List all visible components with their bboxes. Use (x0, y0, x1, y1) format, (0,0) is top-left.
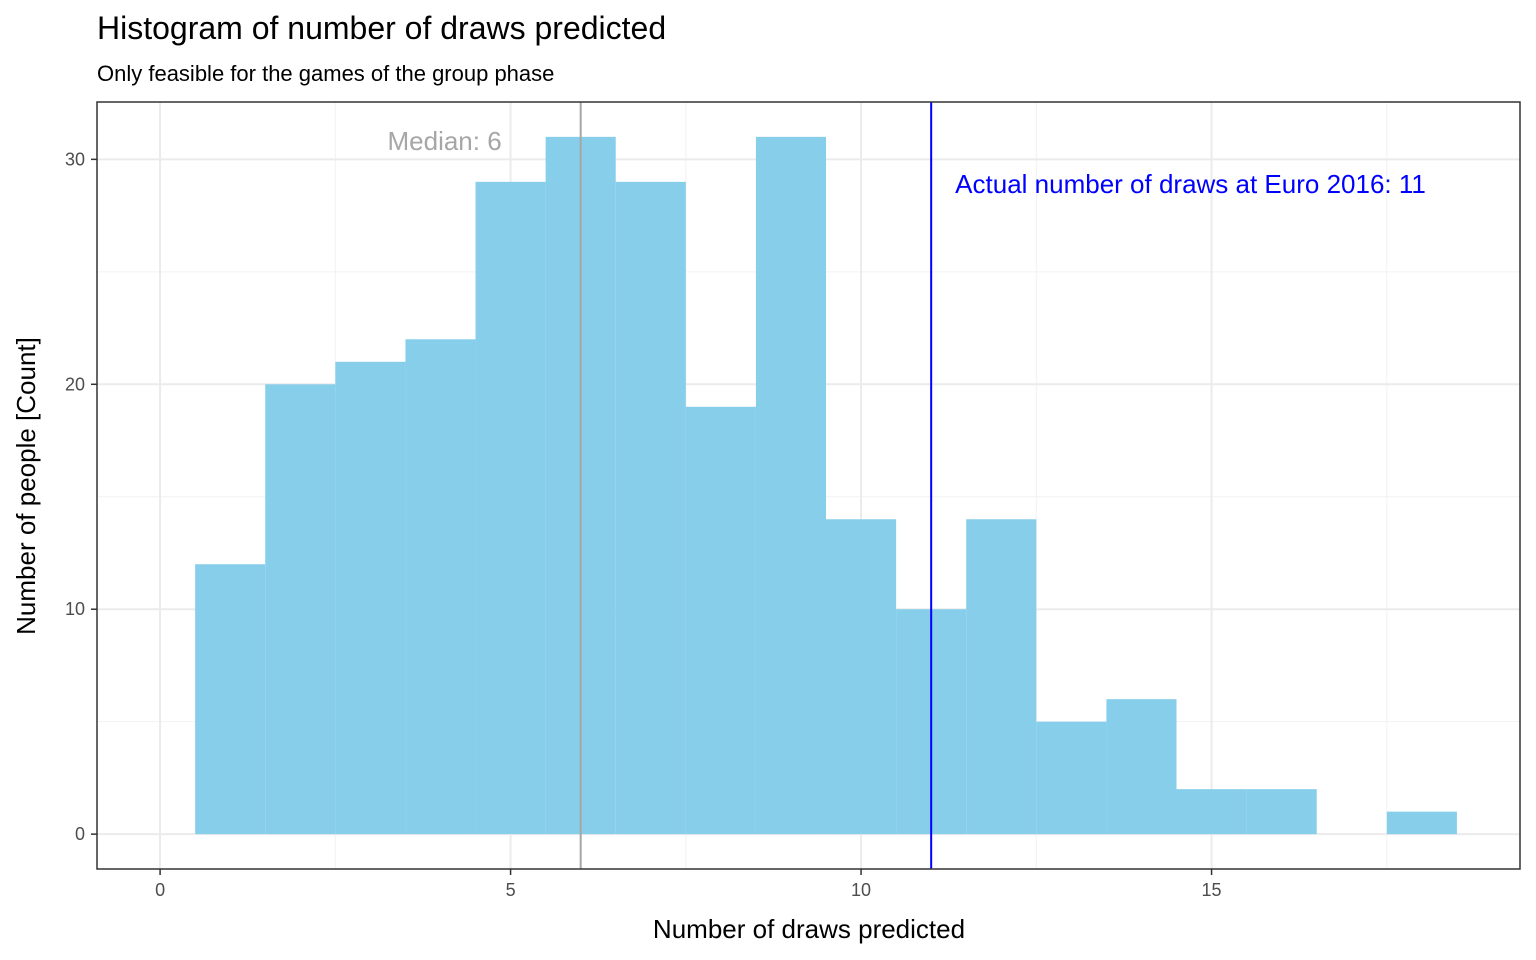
histogram-bar (265, 384, 336, 835)
y-tick-label: 30 (65, 149, 85, 169)
histogram-bar (1106, 699, 1177, 835)
histogram-bar (826, 519, 897, 835)
histogram-bar (475, 181, 546, 835)
histogram-bar (966, 519, 1037, 835)
x-tick-label: 5 (506, 880, 516, 900)
histogram-bar (755, 136, 827, 835)
histogram-bar (1176, 789, 1247, 835)
histogram-bar (1386, 811, 1457, 835)
reference-lines (579, 102, 933, 869)
histogram-bar (405, 339, 476, 835)
histogram-bar (1036, 721, 1107, 835)
y-tick-label: 20 (65, 374, 85, 394)
y-tick-label: 0 (75, 824, 85, 844)
median-annotation: Median: 6 (387, 126, 501, 156)
tick-layer: 0 5 10 15 0 10 20 30 (65, 149, 1222, 900)
x-axis-title: Number of draws predicted (653, 914, 965, 944)
chart-title: Histogram of number of draws predicted (97, 10, 667, 46)
x-tick-label: 0 (155, 880, 165, 900)
chart-subtitle: Only feasible for the games of the group… (97, 61, 555, 86)
histogram-bar (195, 564, 266, 835)
histogram-bar (685, 406, 756, 835)
histogram-bar (335, 361, 406, 835)
actual-draws-annotation: Actual number of draws at Euro 2016: 11 (955, 169, 1426, 199)
histogram-bar (615, 181, 686, 835)
histogram-bar (1246, 789, 1317, 835)
bar-layer (195, 136, 1457, 835)
y-axis-title: Number of people [Count] (11, 337, 41, 635)
panel-border (96, 101, 1521, 870)
annotation-layer: Median: 6 Actual number of draws at Euro … (387, 126, 1425, 199)
y-tick-label: 10 (65, 599, 85, 619)
x-tick-label: 15 (1202, 880, 1222, 900)
x-tick-label: 10 (851, 880, 871, 900)
